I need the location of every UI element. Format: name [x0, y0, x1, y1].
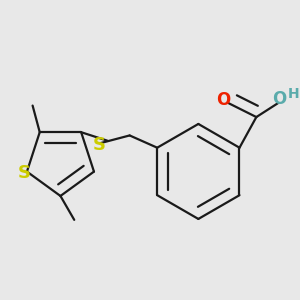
Text: O: O [216, 91, 230, 109]
Text: S: S [92, 136, 106, 154]
Text: H: H [287, 87, 299, 101]
Text: O: O [272, 90, 286, 108]
Text: S: S [17, 164, 30, 182]
